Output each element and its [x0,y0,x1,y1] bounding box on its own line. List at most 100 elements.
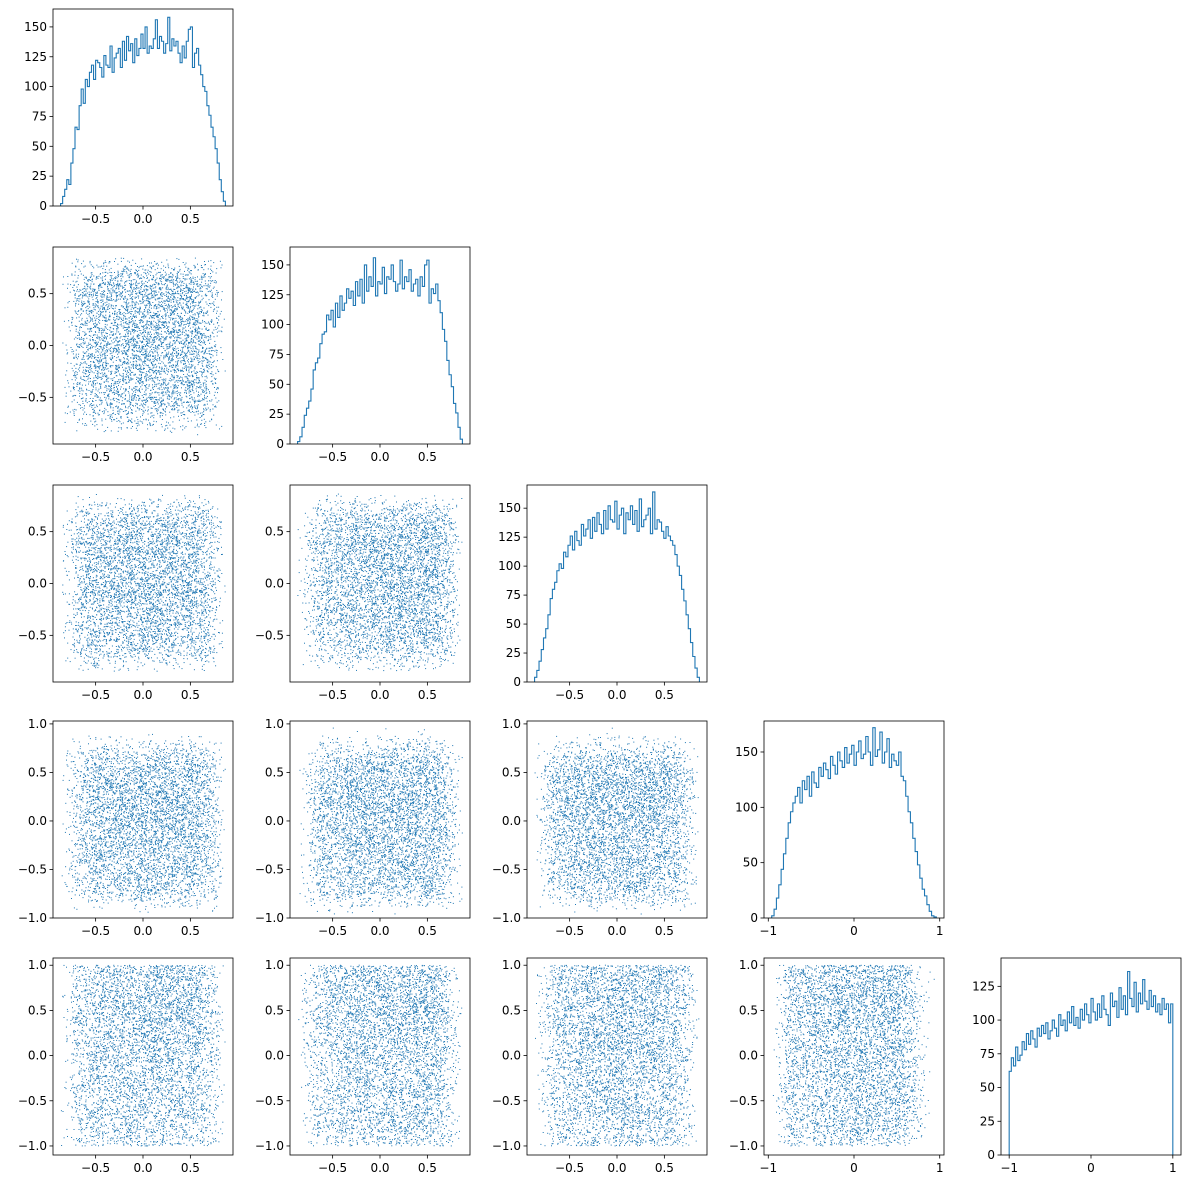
scatter-point [179,343,181,344]
scatter-point [200,384,202,386]
scatter-point [100,332,102,334]
scatter-point [191,332,193,334]
scatter-point [89,330,91,332]
scatter-point [130,284,132,285]
scatter-point [96,317,98,319]
scatter-point [108,348,110,350]
scatter-point [198,379,200,381]
scatter-point [175,308,177,310]
scatter-point [152,387,154,389]
scatter-point [135,282,137,284]
scatter-point [98,363,100,365]
scatter-point [74,271,76,273]
scatter-point [88,344,90,345]
scatter-point [202,360,204,362]
scatter-point [63,276,64,278]
scatter-point [135,327,136,328]
scatter-point [117,365,119,367]
scatter-point [92,339,94,341]
scatter-point [156,294,158,296]
scatter-point [204,382,206,384]
scatter-point [92,295,94,297]
scatter-point [142,326,144,328]
scatter-point [100,364,102,366]
scatter-point [163,379,165,381]
scatter-point [202,321,204,323]
scatter-point [201,333,203,335]
scatter-point [114,314,116,316]
scatter-point [214,391,216,393]
scatter-point [100,314,102,315]
scatter-point [148,345,150,347]
scatter-point [178,286,180,288]
scatter-point [126,305,127,307]
scatter-point [133,358,135,359]
scatter-point [116,349,118,351]
scatter-point [118,413,120,415]
scatter-point [149,351,151,353]
scatter-point [134,325,136,327]
scatter-point [191,404,192,406]
scatter-point [121,353,123,355]
scatter-point [129,345,131,347]
scatter-point [89,262,91,264]
scatter-point [116,297,118,299]
scatter-point [154,304,155,306]
scatter-point [161,330,162,332]
scatter-point [191,365,193,367]
scatter-point [131,399,133,401]
scatter-point [133,341,134,343]
scatter-point [79,387,81,389]
scatter-point [107,394,109,396]
scatter-point [91,371,93,373]
scatter-point [139,379,141,381]
scatter-point [86,363,88,365]
scatter-point [138,269,140,271]
scatter-point [132,378,134,380]
scatter-point [182,262,184,263]
scatter-point [205,383,207,385]
scatter-point [112,365,114,367]
scatter-point [148,384,150,386]
scatter-point [94,325,96,327]
scatter-point [188,335,190,337]
scatter-point [171,352,173,354]
scatter-point [131,328,133,330]
scatter-point [186,407,188,409]
scatter-point [84,341,86,343]
scatter-point [128,368,130,370]
scatter-point [176,351,178,353]
scatter-point [122,343,124,345]
scatter-point [90,283,92,285]
scatter-point [179,393,181,395]
scatter-point [166,259,168,261]
scatter-point [176,355,178,357]
scatter-point [116,337,118,339]
scatter-point [187,417,189,419]
scatter-point [78,291,80,293]
scatter-point [156,315,158,316]
scatter-point [115,300,117,302]
scatter-point [135,397,137,399]
scatter-point [125,354,127,356]
scatter-point [73,338,75,340]
scatter-point [96,382,98,384]
scatter-point [155,345,157,347]
scatter-point [81,297,83,299]
scatter-point [202,342,204,344]
scatter-point [141,319,143,321]
scatter-point [117,406,119,408]
scatter-point [85,290,87,292]
scatter-point [94,317,96,319]
scatter-point [211,270,213,272]
scatter-point [214,406,216,408]
scatter-point [89,374,90,376]
scatter-point [188,325,189,327]
scatter-point [202,273,204,275]
scatter-point [144,360,146,362]
scatter-point [157,379,159,381]
scatter-point [97,305,99,307]
scatter-point [178,353,180,355]
scatter-point [137,423,139,424]
scatter-point [123,270,125,272]
